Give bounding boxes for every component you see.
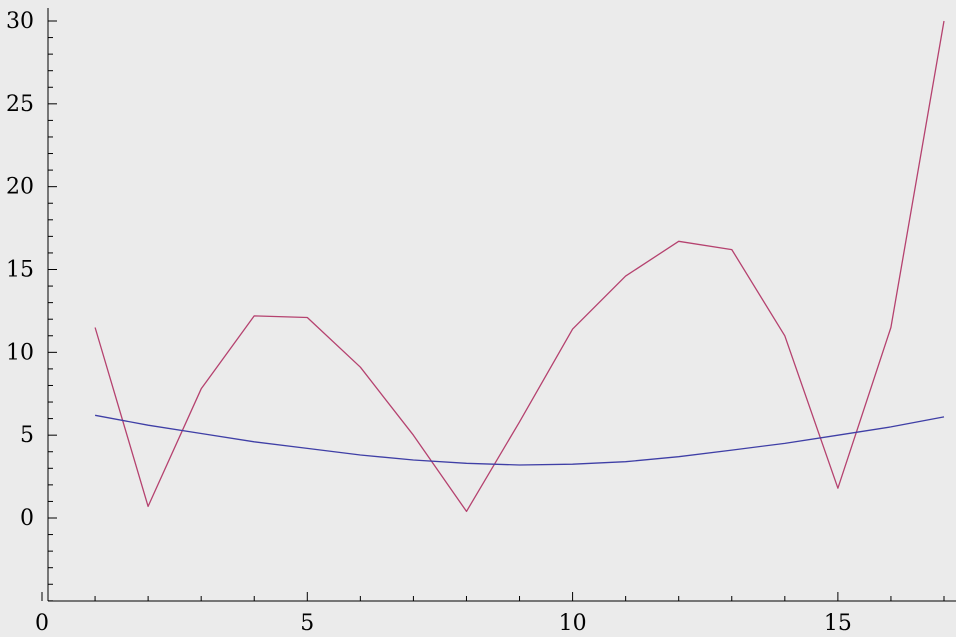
x-tick-label: 10 <box>559 611 587 636</box>
series-layer <box>94 20 945 513</box>
y-tick-label: 0 <box>20 506 34 531</box>
x-tick-label: 5 <box>300 611 314 636</box>
y-tick-label: 15 <box>6 258 34 283</box>
y-tick-label: 25 <box>6 92 34 117</box>
x-tick-label: 15 <box>824 611 852 636</box>
y-tick-label: 30 <box>6 9 34 34</box>
x-tick-label: 0 <box>35 611 49 636</box>
axes: 0 5 10 15 0 5 10 15 20 25 30 <box>6 8 956 636</box>
y-tick-label: 5 <box>20 423 34 448</box>
y-tick-label: 20 <box>6 175 34 200</box>
y-tick-label: 10 <box>6 340 34 365</box>
series-line-2 <box>94 414 945 466</box>
series-line-1 <box>94 20 945 513</box>
